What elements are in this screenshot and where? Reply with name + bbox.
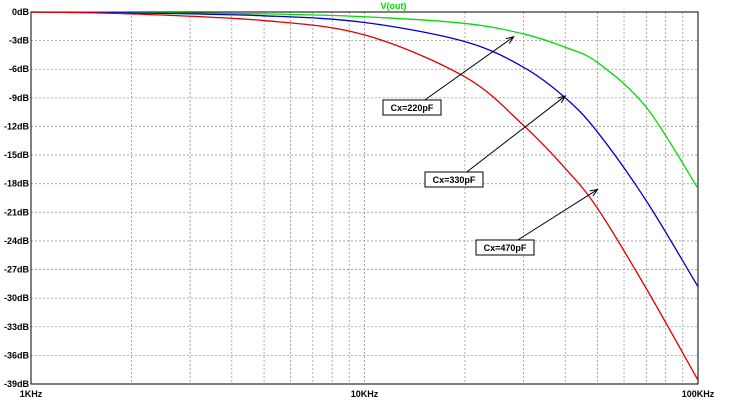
annotation-arrow-shaft [466, 95, 566, 173]
y-tick-label: -24dB [4, 236, 30, 246]
annotation-callout: Cx=220pF [382, 36, 515, 116]
annotation-arrow-shaft [517, 188, 598, 241]
y-tick-labels: 0dB -3dB -6dB -9dB -12dB -15dB -18dB -21dB -24dB… [4, 7, 30, 389]
y-tick-label: -36dB [4, 350, 30, 360]
annotation-label: Cx=470pF [484, 243, 527, 253]
y-tick-label: 0dB [12, 7, 30, 17]
annotation-box [424, 171, 484, 188]
y-tick-label: -30dB [4, 293, 30, 303]
annotation-label: Cx=330pF [433, 175, 476, 185]
trace-line [30, 11, 699, 189]
x-tick-label: 10KHz [351, 389, 379, 399]
plot-frame [30, 11, 699, 385]
annotations: Cx=220pF Cx=330pF Cx=470pF [382, 36, 599, 256]
annotation-arrow-head [589, 188, 599, 197]
x-tick-label: 100KHz [682, 389, 715, 399]
annotation-label: Cx=220pF [391, 103, 434, 113]
traces [30, 11, 699, 381]
y-tick-label: -21dB [4, 207, 30, 217]
annotation-arrow-head [557, 95, 567, 104]
trace-title: V(out) [381, 1, 407, 11]
x-tick-labels: 1KHz 10KHz 100KHz [20, 389, 715, 399]
grid [31, 11, 698, 385]
y-tick-label: -12dB [4, 121, 30, 131]
y-tick-label: -15dB [4, 150, 30, 160]
annotation-arrow-head [505, 36, 515, 44]
y-tick-label: -33dB [4, 322, 30, 332]
annotation-box [382, 99, 442, 116]
y-tick-label: -39dB [4, 379, 30, 389]
y-tick-label: -18dB [4, 179, 30, 189]
y-tick-label: -27dB [4, 265, 30, 275]
trace-line [30, 11, 699, 288]
y-tick-label: -3dB [9, 36, 30, 46]
annotation-box [475, 239, 535, 256]
y-tick-label: -6dB [9, 64, 30, 74]
x-tick-label: 1KHz [20, 389, 43, 399]
trace-line [30, 11, 699, 381]
y-tick-label: -9dB [9, 93, 30, 103]
annotation-arrow-shaft [424, 36, 514, 101]
annotation-callout: Cx=470pF [475, 188, 599, 256]
annotation-callout: Cx=330pF [424, 95, 567, 188]
